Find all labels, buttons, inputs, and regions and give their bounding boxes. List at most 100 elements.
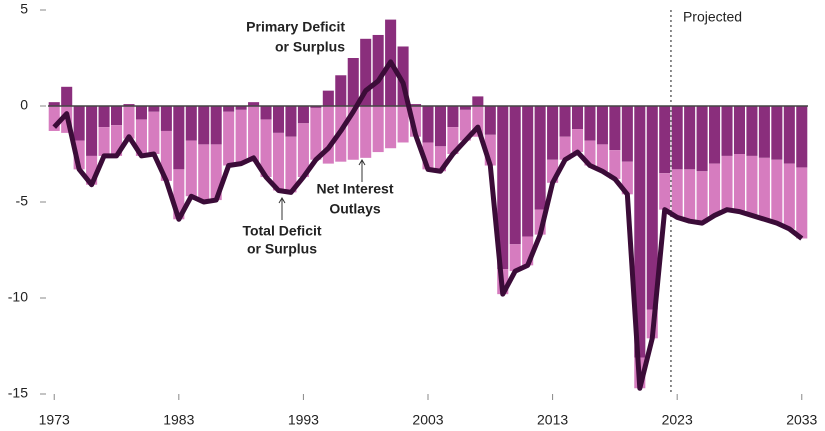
bar [746, 106, 758, 156]
series-label: or Surplus [275, 39, 345, 55]
bar [721, 155, 733, 210]
bar [310, 106, 322, 108]
bar [272, 106, 285, 133]
bar [347, 106, 359, 160]
series-label: or Surplus [247, 241, 317, 257]
bar [596, 144, 608, 172]
bar [522, 236, 534, 266]
bar [571, 129, 584, 153]
y-tick-label: -5 [16, 193, 29, 209]
y-tick-label: -10 [8, 289, 28, 305]
bar [547, 106, 559, 160]
y-tick-label: 0 [20, 97, 28, 113]
bar [360, 38, 372, 106]
bar [472, 106, 484, 137]
bar [696, 171, 708, 224]
bar [522, 106, 534, 237]
x-tick-label: 1973 [39, 412, 70, 428]
bar [73, 106, 85, 141]
bar [372, 34, 384, 106]
bar [322, 90, 334, 106]
bar [148, 106, 160, 112]
bar [783, 163, 795, 229]
bar [434, 106, 446, 147]
bar [596, 106, 608, 145]
bar [61, 86, 73, 106]
bar [397, 106, 409, 143]
bar [609, 150, 621, 179]
bar [335, 75, 347, 106]
x-tick-label: 2003 [412, 412, 443, 428]
bar [434, 146, 446, 172]
bar [459, 109, 471, 141]
bar [173, 106, 185, 170]
bar [360, 106, 372, 158]
bar [671, 169, 683, 218]
bar [198, 144, 210, 202]
bar [796, 167, 808, 239]
bar [185, 140, 197, 197]
bar [472, 96, 484, 106]
bar [733, 154, 746, 212]
bar [410, 106, 422, 137]
x-tick-label: 1993 [288, 412, 319, 428]
bar [223, 106, 235, 112]
bar [709, 106, 721, 164]
bar [98, 127, 110, 156]
bar [297, 123, 309, 178]
bar [484, 134, 496, 166]
bar [609, 106, 621, 151]
bar [297, 106, 309, 124]
x-tick-label: 2033 [786, 412, 817, 428]
bar [210, 144, 222, 201]
bar [310, 107, 322, 160]
bar [634, 106, 646, 358]
bar [322, 106, 334, 164]
bar [248, 102, 260, 106]
bar [48, 106, 60, 131]
bar [185, 106, 197, 141]
bar [671, 106, 683, 170]
annotation-arrowhead [278, 197, 286, 204]
bar [733, 106, 746, 154]
bar [559, 106, 571, 137]
bar [621, 106, 633, 162]
bar [347, 58, 359, 106]
bar [709, 163, 721, 216]
bar [123, 104, 135, 106]
bar [272, 132, 285, 191]
bar [285, 106, 297, 137]
bar [484, 106, 496, 135]
bar [459, 106, 471, 110]
bar [621, 161, 633, 195]
bar [547, 159, 559, 183]
bar [260, 106, 272, 120]
bar [422, 142, 434, 170]
bar [497, 106, 509, 270]
bar [198, 106, 210, 145]
line [52, 59, 804, 391]
bar [509, 244, 521, 272]
bar [758, 157, 770, 220]
bar [571, 106, 584, 130]
bar [210, 106, 222, 145]
y-tick-label: 5 [20, 1, 28, 17]
bar [771, 159, 783, 224]
annotation-arrowhead [358, 159, 366, 166]
y-tick-label: -15 [8, 385, 28, 401]
bar [248, 106, 260, 162]
bar [758, 106, 770, 158]
bar [86, 155, 98, 185]
bar [98, 106, 110, 128]
bar [73, 140, 85, 170]
x-tick-label: 2013 [537, 412, 568, 428]
bar [223, 111, 235, 166]
bar [372, 106, 384, 153]
series-label: Primary Deficit [246, 19, 345, 35]
bar [721, 106, 733, 156]
bar [260, 119, 272, 178]
bar [559, 136, 571, 160]
series-label: Net Interest [316, 181, 393, 197]
bar [385, 106, 397, 149]
